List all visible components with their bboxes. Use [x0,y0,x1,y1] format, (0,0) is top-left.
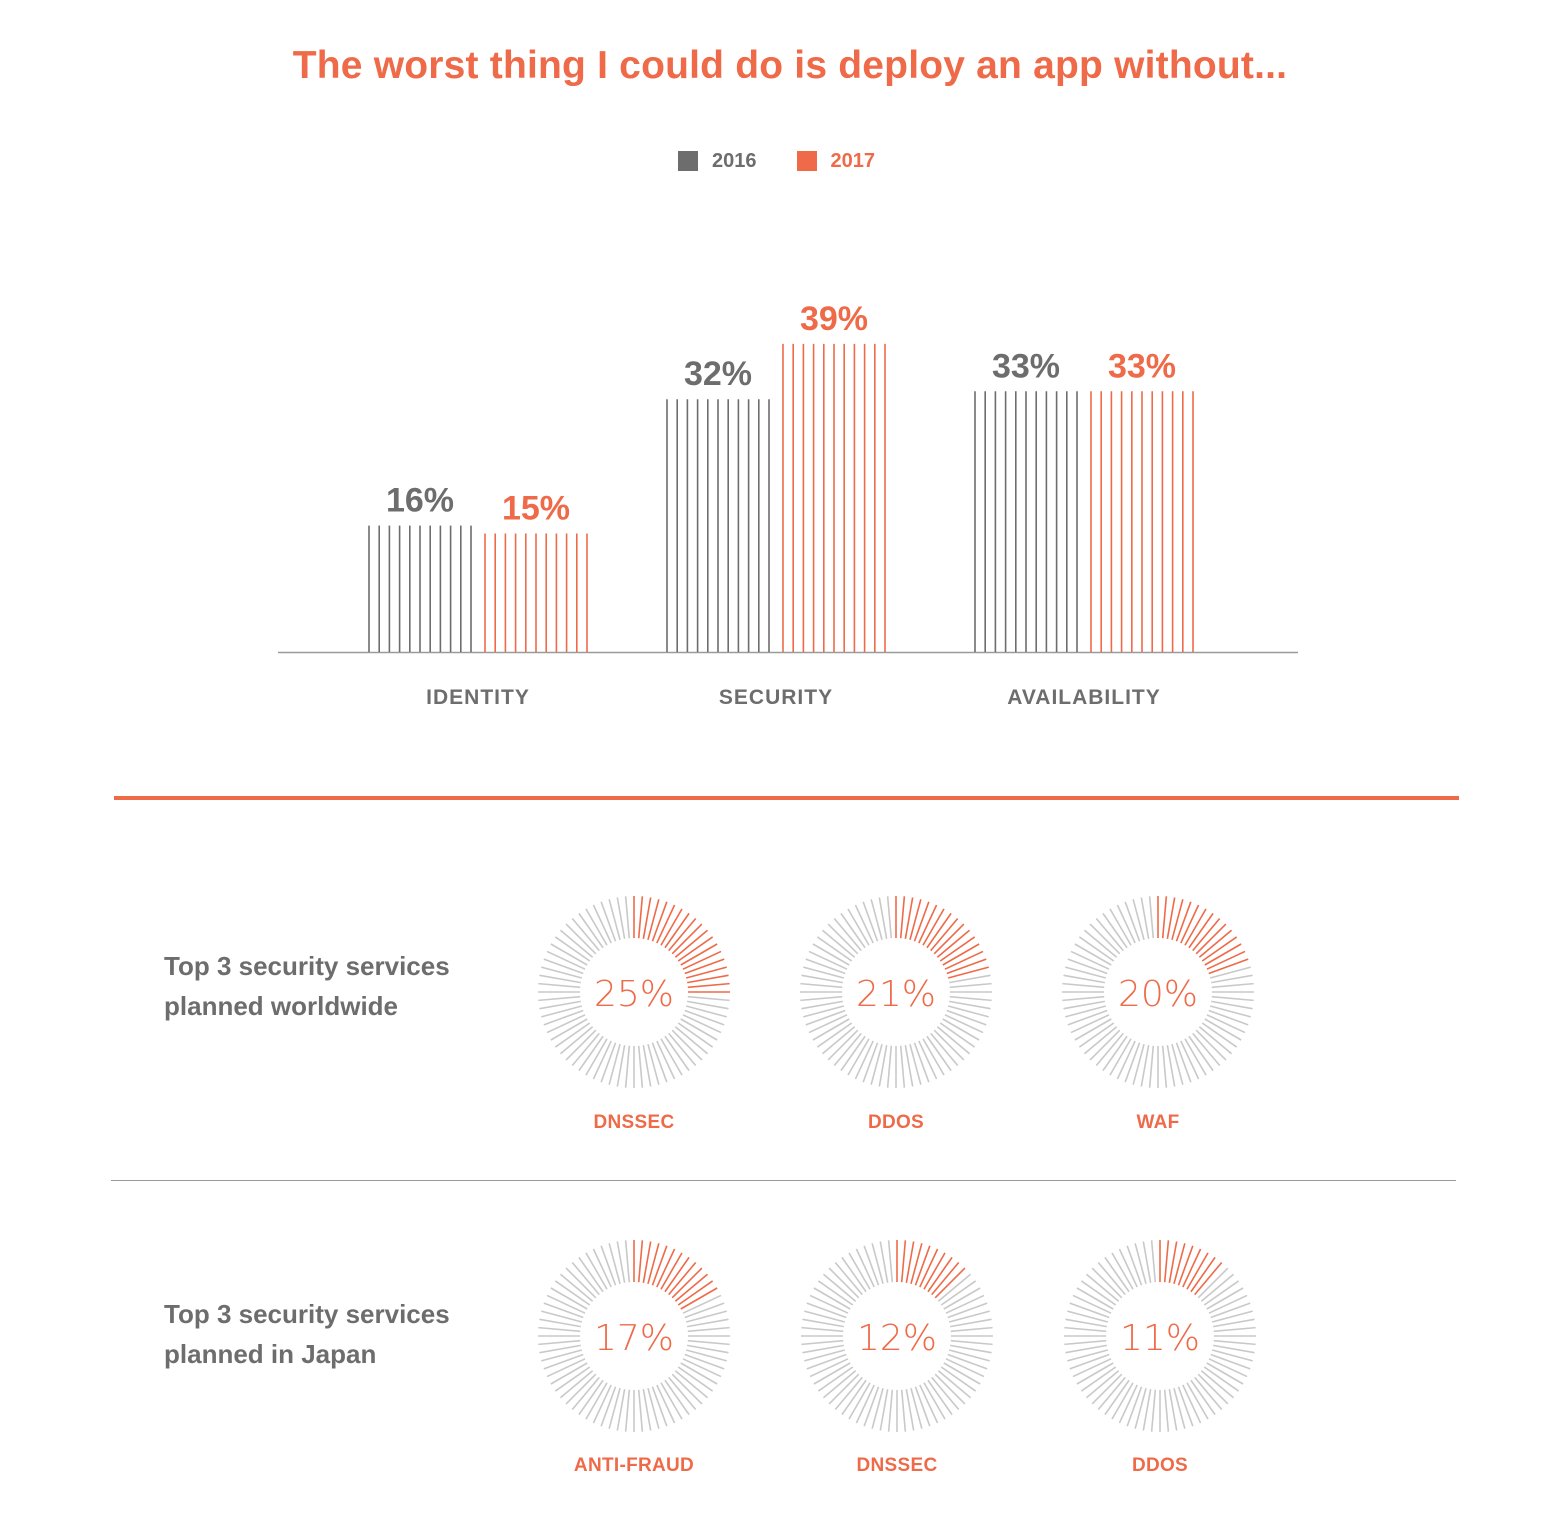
data-label-2017-availability: 33% [1108,347,1176,385]
legend: 2016 2017 [678,146,915,176]
japan-label-line1: Top 3 security services [164,1299,450,1329]
data-label-2017-identity: 15% [502,490,570,528]
worldwide-label-line1: Top 3 security services [164,951,450,981]
data-label-2016-security: 32% [684,355,752,393]
category-label-security: SECURITY [719,686,833,709]
legend-item-2016: 2016 [678,150,757,173]
worldwide-label-line2: planned worldwide [164,991,399,1021]
bar-2017-identity [484,533,588,652]
bar-2017-availability [1090,391,1194,652]
dial-label-ddos: DDOS [1131,1455,1189,1476]
row-divider [111,1180,1456,1181]
bar-2017-security [782,343,886,652]
dial-label-waf: WAF [1136,1112,1180,1133]
dial-label-anti-fraud: ANTI-FRAUD [573,1455,695,1476]
dial-worldwide-dnssec: 25% [538,896,730,1088]
dial-worldwide-ddos: 21% [800,896,992,1088]
dial-value-anti-fraud: 17% [594,1318,674,1359]
data-label-2016-identity: 16% [386,482,454,520]
dial-japan-dnssec: 12% [801,1240,993,1432]
dial-japan-ddos: 11% [1064,1240,1256,1432]
dial-value-ddos: 11% [1120,1318,1200,1359]
legend-label-2016: 2016 [712,149,757,172]
bar-chart: 16% 15% IDENTITY 32% 39% SECURITY 33% 33% AVAILA… [278,300,1298,709]
legend-swatch-2017 [796,151,817,171]
dial-label-ddos: DDOS [867,1112,925,1133]
japan-section-label: Top 3 security services planned in Japan [164,1294,504,1374]
bar-2016-identity [368,525,472,652]
dial-value-dnssec: 25% [594,974,674,1015]
category-label-identity: IDENTITY [426,686,530,709]
legend-item-2017: 2017 [796,149,876,173]
dial-value-ddos: 21% [856,974,936,1015]
category-label-availability: AVAILABILITY [1007,686,1161,709]
bar-2016-security [666,399,770,652]
japan-label-line2: planned in Japan [164,1339,377,1369]
dial-japan-anti-fraud: 17% [538,1240,730,1432]
data-label-2017-security: 39% [800,300,868,338]
chart-title: The worst thing I could do is deploy an … [292,44,1288,87]
dial-value-waf: 20% [1118,974,1198,1015]
section-divider [114,796,1459,800]
legend-label-2017: 2017 [830,149,876,172]
data-label-2016-availability: 33% [992,347,1060,385]
dial-worldwide-waf: 20% [1062,896,1254,1088]
dial-label-dnssec: DNSSEC [593,1112,675,1133]
bar-2016-availability [974,391,1078,652]
dial-value-dnssec: 12% [857,1318,937,1359]
worldwide-section-label: Top 3 security services planned worldwid… [164,946,504,1026]
dial-label-dnssec: DNSSEC [856,1455,938,1476]
legend-swatch-2016 [678,151,698,171]
